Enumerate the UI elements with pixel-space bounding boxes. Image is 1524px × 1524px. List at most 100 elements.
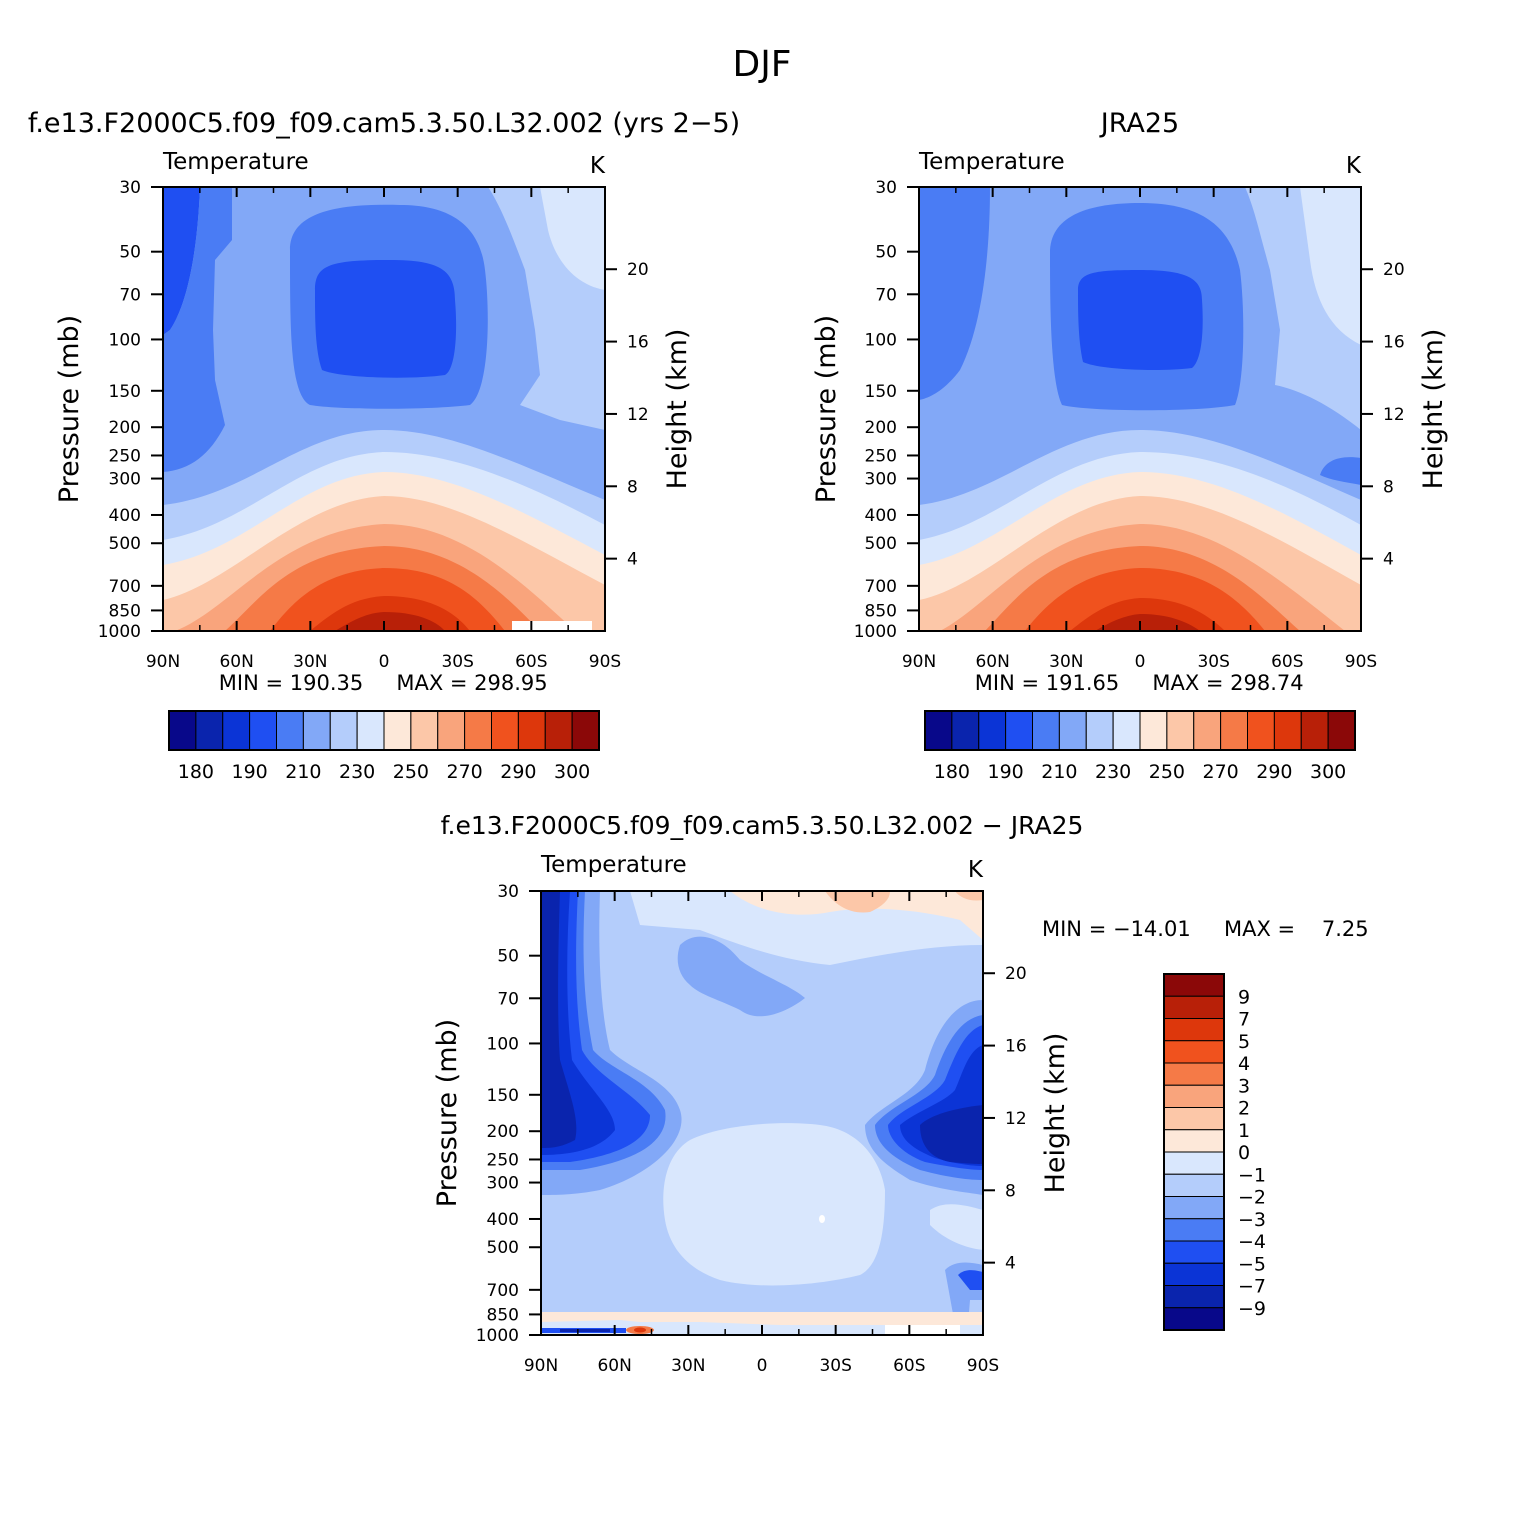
colorbar-swatch [1163,1173,1225,1197]
y-right-tick-label: 4 [1005,1254,1016,1274]
contour-field [541,891,983,1335]
colorbar-swatch [1085,710,1114,751]
y-tick-label: 250 [487,1150,519,1170]
y-right-tick-label: 12 [1005,1109,1027,1129]
colorbar-label: 290 [500,761,536,783]
colorbar-label: 180 [934,761,970,783]
y-tick-label: 200 [487,1122,519,1142]
x-tick-label: 60N [597,1356,631,1376]
colorbar: 180 190 210 230 250 270 290 300 [924,710,1356,783]
y-tick-label: 400 [109,506,141,526]
colorbar-label: −2 [1238,1187,1266,1209]
colorbar-label: 190 [231,761,267,783]
colorbar-label: 270 [1202,761,1238,783]
colorbar-swatch [1163,1307,1225,1331]
panel-model: f.e13.F2000C5.f09_f09.cam5.3.50.L32.002 … [28,108,740,783]
colorbar-label: 250 [393,761,429,783]
y-tick-label: 300 [865,470,897,490]
y-tick-label: 50 [875,243,897,263]
max-text: MAX = 298.95 [396,671,547,695]
colorbar-label: 250 [1149,761,1185,783]
colorbar-swatch [1163,973,1225,997]
y-tick-label: 100 [487,1034,519,1054]
y-right-tick-label: 16 [1005,1037,1027,1057]
units-label: K [590,153,606,179]
colorbar-label: 270 [446,761,482,783]
y-tick-label: 1000 [854,622,897,642]
y-tick-label: 200 [865,418,897,438]
colorbar-swatch [978,710,1007,751]
y-tick-label: 1000 [98,622,141,642]
colorbar-swatch [1032,710,1060,751]
y-tick-label: 250 [109,446,141,466]
colorbar-swatch [1163,1151,1225,1175]
min-text: MIN = 190.35 [219,671,363,695]
y-tick-label: 100 [109,330,141,350]
y-tick-label: 70 [875,285,897,305]
colorbar-label: 210 [285,761,321,783]
y-tick-label: 30 [497,882,519,902]
colorbar-swatch [1327,710,1356,751]
colorbar-swatch [168,710,197,751]
x-tick-label: 30S [819,1356,851,1376]
panel-title: f.e13.F2000C5.f09_f09.cam5.3.50.L32.002 … [28,108,740,139]
y-right-tick-label: 16 [627,333,649,353]
y-axis-right-label: Height (km) [662,329,693,490]
colorbar-swatch [437,710,466,751]
colorbar-swatch [195,710,224,751]
y-tick-label: 150 [865,382,897,402]
x-tick-label: 0 [757,1356,768,1376]
colorbar-swatch [924,710,953,751]
colorbar-swatch [1163,995,1225,1019]
y-tick-label: 1000 [476,1326,519,1346]
min-text: MIN = −14.01 [1042,917,1191,941]
y-axis-label: Pressure (mb) [54,315,85,503]
colorbar-label: −4 [1238,1231,1266,1253]
axes: 90N 60N 30N 0 30S 60S 90S 30 50 70 100 150 200 250 300… [854,178,1405,672]
y-right-tick-label: 20 [1005,964,1027,984]
colorbar-swatch [302,710,331,751]
y-tick-label: 70 [119,285,141,305]
x-tick-label: 0 [1135,652,1146,672]
axes: 90N 60N 30N 0 30S 60S 90S 30 50 70 100 150 200 250 300… [98,178,649,672]
colorbar-swatch [1163,1084,1225,1108]
x-tick-label: 90N [146,652,180,672]
x-tick-label: 60N [219,652,253,672]
colorbar-swatch [571,710,600,751]
colorbar-label: 210 [1041,761,1077,783]
colorbar-swatch [1220,710,1248,751]
x-tick-label: 30S [441,652,473,672]
colorbar-swatch [1139,710,1168,751]
y-tick-label: 500 [487,1238,519,1258]
x-tick-label: 60S [515,652,547,672]
contour-field [163,187,605,631]
y-right-tick-label: 16 [1383,333,1405,353]
colorbar-label: −3 [1238,1209,1266,1231]
y-tick-label: 250 [865,446,897,466]
y-tick-label: 50 [119,243,141,263]
colorbar-label: −9 [1238,1298,1266,1320]
colorbar-label: 180 [178,761,214,783]
colorbar-swatch [491,710,519,751]
y-tick-label: 70 [497,989,519,1009]
x-tick-label: 30N [1049,652,1083,672]
y-tick-label: 850 [865,601,897,621]
colorbar-swatch [951,710,980,751]
colorbar-swatch [1163,1240,1225,1264]
colorbar-swatch [1273,710,1302,751]
colorbar-swatch [1163,1018,1225,1042]
panel-title: f.e13.F2000C5.f09_f09.cam5.3.50.L32.002 … [441,811,1084,840]
y-tick-label: 700 [487,1281,519,1301]
colorbar-label: 5 [1238,1031,1250,1053]
colorbar-swatch [464,710,492,751]
y-tick-label: 500 [865,534,897,554]
colorbar-label: −7 [1238,1276,1266,1298]
colorbar-label: 7 [1238,1009,1250,1031]
y-right-tick-label: 20 [627,260,649,280]
x-tick-label: 60S [1271,652,1303,672]
panel-reanalysis: JRA25 Temperature K 90N 60N 30N 0 30S 60S 90S 3… [811,108,1449,783]
x-tick-label: 30S [1197,652,1229,672]
units-label: K [1346,153,1362,179]
colorbar-label: −1 [1238,1164,1266,1186]
